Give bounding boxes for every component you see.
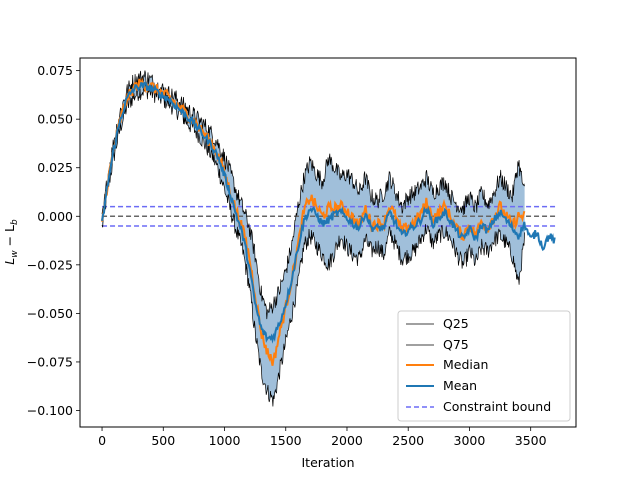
axes-frame bbox=[79, 57, 577, 428]
x-axis: 0 500 1000 1500 2000 2500 3000 3500 bbox=[98, 427, 547, 448]
series-q75 bbox=[101, 70, 525, 320]
series-q25 bbox=[101, 84, 525, 407]
legend-label-constraint-bound: Constraint bound bbox=[443, 399, 551, 414]
y-axis-label-mid: − L bbox=[2, 225, 17, 250]
y-tick-label: 0.000 bbox=[37, 209, 73, 224]
y-axis-label-sub2: b bbox=[10, 219, 20, 225]
legend-label-q25: Q25 bbox=[443, 316, 469, 331]
legend-label-q75: Q75 bbox=[443, 337, 469, 352]
x-tick-label: 0 bbox=[98, 433, 106, 448]
plot-area bbox=[101, 70, 556, 407]
x-tick-label: 2500 bbox=[392, 433, 424, 448]
x-tick-label: 3500 bbox=[515, 433, 547, 448]
legend-label-median: Median bbox=[443, 357, 488, 372]
y-tick-label: 0.075 bbox=[37, 63, 73, 78]
legend-label-mean: Mean bbox=[443, 378, 477, 393]
y-axis-label: Lw − Lb bbox=[2, 219, 20, 265]
legend: Q25 Q75 Median Mean Constraint bound bbox=[397, 310, 571, 422]
y-tick-label: 0.025 bbox=[37, 160, 73, 175]
series-mean bbox=[101, 81, 556, 344]
legend-box bbox=[397, 310, 571, 422]
y-axis-label-sub1: w bbox=[10, 250, 20, 258]
y-tick-label: −0.050 bbox=[27, 306, 73, 321]
y-tick-label: −0.025 bbox=[27, 257, 73, 272]
y-tick-label: 0.050 bbox=[37, 112, 73, 127]
x-tick-label: 1500 bbox=[270, 433, 302, 448]
x-axis-label: Iteration bbox=[301, 455, 354, 470]
y-tick-label: −0.100 bbox=[27, 403, 73, 418]
x-tick-label: 2000 bbox=[331, 433, 363, 448]
x-tick-label: 3000 bbox=[454, 433, 486, 448]
y-tick-label: −0.075 bbox=[27, 354, 73, 369]
y-axis: −0.100 −0.075 −0.050 −0.025 0.000 0.025 0.050 0… bbox=[27, 63, 80, 418]
x-tick-label: 1000 bbox=[209, 433, 241, 448]
x-tick-label: 500 bbox=[151, 433, 175, 448]
